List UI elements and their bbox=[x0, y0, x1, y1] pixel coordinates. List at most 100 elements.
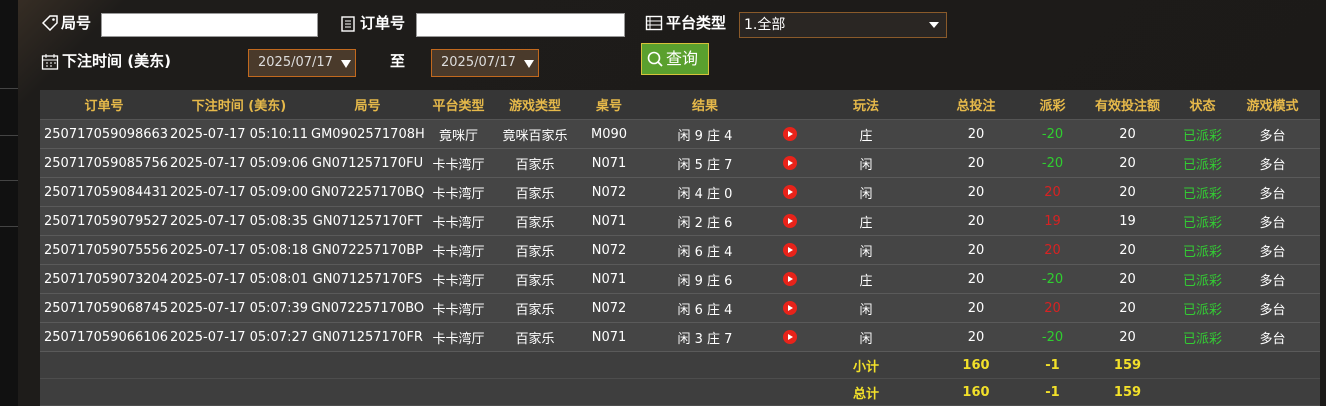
bet-time: 2025-07-17 05:08:18 bbox=[168, 235, 310, 265]
round-no: GN072257170BP bbox=[310, 235, 425, 265]
round-input[interactable] bbox=[101, 13, 318, 37]
order-icon bbox=[341, 16, 355, 32]
total-row: 总计 160 -1 159 bbox=[40, 378, 1320, 406]
play: 庄 bbox=[810, 264, 922, 294]
column-header: 游戏类型 bbox=[492, 90, 578, 120]
column-header: 玩法 bbox=[810, 90, 922, 120]
date-from[interactable]: 2025/07/17 bbox=[248, 49, 356, 77]
column-header: 局号 bbox=[310, 90, 425, 120]
replay-cell bbox=[770, 177, 810, 207]
table-body: 250717059098663 2025-07-17 05:10:11 GM0902… bbox=[40, 119, 1320, 406]
replay-icon[interactable] bbox=[783, 214, 797, 228]
table-no: M090 bbox=[578, 119, 640, 149]
order-input[interactable] bbox=[416, 13, 625, 37]
table-row: 250717059079527 2025-07-17 05:08:35 GN0712… bbox=[40, 206, 1320, 236]
platform: 卡卡湾厅 bbox=[425, 293, 492, 323]
game-mode: 多台 bbox=[1225, 293, 1320, 323]
platform: 卡卡湾厅 bbox=[425, 148, 492, 178]
valid-bet: 20 bbox=[1075, 235, 1180, 265]
spacer bbox=[40, 351, 810, 379]
replay-cell bbox=[770, 119, 810, 149]
bet-time: 2025-07-17 05:09:00 bbox=[168, 177, 310, 207]
platform-select[interactable]: 1.全部 bbox=[739, 12, 947, 38]
column-header: 桌号 bbox=[578, 90, 640, 120]
status: 已派彩 bbox=[1180, 206, 1225, 236]
bet-time: 2025-07-17 05:07:27 bbox=[168, 322, 310, 352]
game-type: 百家乐 bbox=[492, 322, 578, 352]
order-no: 250717059085756 bbox=[40, 148, 168, 178]
valid-bet: 20 bbox=[1075, 264, 1180, 294]
time-label: 下注时间 (美东) bbox=[62, 52, 171, 70]
subtotal-total-bet: 160 bbox=[922, 351, 1030, 379]
bet-table: 订单号 下注时间 (美东) 局号 平台类型 游戏类型 桌号 结果 玩法 总投注 派彩 有效投注额 状态… bbox=[40, 90, 1320, 406]
replay-icon[interactable] bbox=[783, 330, 797, 344]
game-type: 百家乐 bbox=[492, 235, 578, 265]
table-no: N071 bbox=[578, 148, 640, 178]
dropdown-arrow bbox=[929, 22, 939, 28]
replay-cell bbox=[770, 148, 810, 178]
dropdown-arrow bbox=[341, 60, 351, 68]
platform: 卡卡湾厅 bbox=[425, 206, 492, 236]
table-no: N072 bbox=[578, 235, 640, 265]
column-header: 结果 bbox=[640, 90, 770, 120]
status: 已派彩 bbox=[1180, 293, 1225, 323]
table-no: N071 bbox=[578, 206, 640, 236]
table-row: 250717059075556 2025-07-17 05:08:18 GN0722… bbox=[40, 235, 1320, 265]
play: 庄 bbox=[810, 206, 922, 236]
date-to-value: 2025/07/17 bbox=[441, 55, 516, 70]
date-to[interactable]: 2025/07/17 bbox=[431, 49, 539, 77]
separator bbox=[0, 135, 18, 136]
play: 闲 bbox=[810, 293, 922, 323]
separator bbox=[0, 88, 18, 89]
table-no: N071 bbox=[578, 264, 640, 294]
play: 闲 bbox=[810, 148, 922, 178]
bet-time: 2025-07-17 05:07:39 bbox=[168, 293, 310, 323]
round-no: GN071257170FS bbox=[310, 264, 425, 294]
search-text: 查询 bbox=[666, 49, 699, 68]
round-no: GM0902571708H bbox=[310, 119, 425, 149]
order-label: 订单号 bbox=[360, 14, 406, 32]
replay-icon[interactable] bbox=[783, 272, 797, 286]
replay-icon[interactable] bbox=[783, 127, 797, 141]
total-bet: 20 bbox=[922, 322, 1030, 352]
replay-cell bbox=[770, 235, 810, 265]
game-type: 百家乐 bbox=[492, 264, 578, 294]
total-payout: -1 bbox=[1030, 378, 1075, 406]
column-header: 游戏模式 bbox=[1225, 90, 1320, 120]
total-bet: 20 bbox=[922, 119, 1030, 149]
round-no: GN071257170FU bbox=[310, 148, 425, 178]
table-row: 250717059068745 2025-07-17 05:07:39 GN0722… bbox=[40, 293, 1320, 323]
valid-bet: 20 bbox=[1075, 119, 1180, 149]
payout: -20 bbox=[1030, 119, 1075, 149]
replay-icon[interactable] bbox=[783, 185, 797, 199]
replay-icon[interactable] bbox=[783, 156, 797, 170]
column-header: 总投注 bbox=[922, 90, 1030, 120]
round-label: 局号 bbox=[61, 14, 92, 32]
list-icon bbox=[645, 15, 663, 31]
bet-time: 2025-07-17 05:08:01 bbox=[168, 264, 310, 294]
valid-bet: 19 bbox=[1075, 206, 1180, 236]
subtotal-label: 小计 bbox=[810, 351, 922, 379]
platform: 卡卡湾厅 bbox=[425, 177, 492, 207]
valid-bet: 20 bbox=[1075, 293, 1180, 323]
game-mode: 多台 bbox=[1225, 177, 1320, 207]
separator bbox=[0, 226, 18, 227]
search-icon bbox=[647, 51, 663, 67]
calendar-icon bbox=[41, 54, 59, 70]
replay-icon[interactable] bbox=[783, 301, 797, 315]
game-mode: 多台 bbox=[1225, 119, 1320, 149]
total-bet: 20 bbox=[922, 235, 1030, 265]
table-row: 250717059084431 2025-07-17 05:09:00 GN0722… bbox=[40, 177, 1320, 207]
to-label: 至 bbox=[390, 52, 406, 70]
platform: 竟咪厅 bbox=[425, 119, 492, 149]
round-no: GN071257170FR bbox=[310, 322, 425, 352]
replay-icon[interactable] bbox=[783, 243, 797, 257]
order-no: 250717059066106 bbox=[40, 322, 168, 352]
search-button[interactable]: 查询 bbox=[641, 43, 709, 75]
status: 已派彩 bbox=[1180, 235, 1225, 265]
payout: -20 bbox=[1030, 264, 1075, 294]
order-no: 250717059098663 bbox=[40, 119, 168, 149]
play: 闲 bbox=[810, 322, 922, 352]
round-no: GN071257170FT bbox=[310, 206, 425, 236]
result: 闲 6 庄 4 bbox=[640, 293, 770, 323]
